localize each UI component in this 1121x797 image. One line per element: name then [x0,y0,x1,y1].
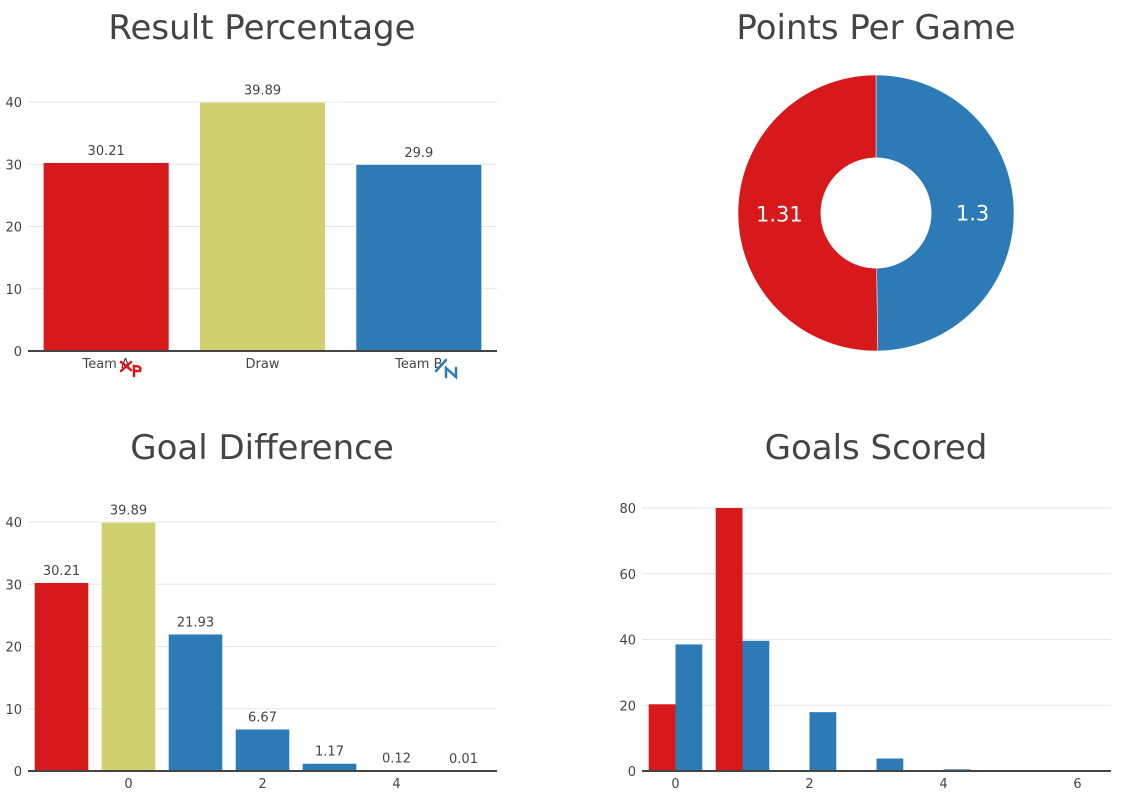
data-label: 39.89 [244,84,281,99]
chart-title: Result Percentage [108,8,415,48]
pie-slice-blue [875,74,1015,352]
chart-title: Points Per Game [736,8,1015,48]
y-tick-label: 30 [5,158,22,173]
slice-label: 1.31 [756,203,803,227]
x-tick-label: 4 [939,777,947,792]
y-tick-label: 10 [5,283,22,298]
y-tick-label: 30 [5,578,22,593]
data-label: 0.12 [382,751,411,766]
y-tick-label: 10 [5,703,22,718]
data-label: 30.21 [88,144,125,159]
y-tick-label: 20 [5,641,22,656]
team-a-logo-icon [119,360,142,378]
bar-blue [876,758,904,771]
bar-blue [809,712,837,771]
bar-blue [742,640,770,771]
bar [302,763,357,771]
x-tick-label: 6 [1073,777,1081,792]
x-tick-label: Team B [394,357,442,372]
chart-title: Goals Scored [765,428,988,468]
bar-team-b [356,164,482,351]
x-tick-label: 0 [124,777,132,792]
bar-team-a [43,162,169,351]
x-tick-label: 2 [805,777,813,792]
bar [235,729,290,771]
bar [168,634,223,771]
data-label: 6.67 [248,710,277,725]
bar [34,582,89,771]
x-tick-label: Team A [81,357,129,372]
y-tick-label: 80 [619,502,636,517]
x-tick-label: 4 [392,777,400,792]
bar-draw [199,102,326,351]
chart-title: Goal Difference [130,428,394,468]
data-label: 29.9 [404,146,433,161]
bar [101,522,156,771]
y-tick-label: 60 [619,568,636,583]
team-b-logo-icon [434,358,458,380]
bar-red [648,704,676,771]
y-tick-label: 40 [5,516,22,531]
slice-label: 1.3 [956,201,989,225]
bar-blue [675,644,703,771]
y-tick-label: 20 [619,699,636,714]
y-tick-label: 20 [5,221,22,236]
data-label: 30.21 [43,564,80,579]
data-label: 39.89 [110,504,147,519]
x-tick-label: 0 [671,777,679,792]
x-tick-label: Draw [246,357,280,372]
y-tick-label: 40 [5,96,22,111]
x-tick-label: 2 [258,777,266,792]
y-tick-label: 0 [14,765,22,780]
bar-red [715,508,743,771]
data-label: 21.93 [177,615,214,630]
data-label: 0.01 [449,752,478,767]
y-tick-label: 0 [14,345,22,360]
pie-slice-red [737,74,878,352]
data-label: 1.17 [315,745,344,760]
y-tick-label: 0 [628,765,636,780]
y-tick-label: 40 [619,634,636,649]
